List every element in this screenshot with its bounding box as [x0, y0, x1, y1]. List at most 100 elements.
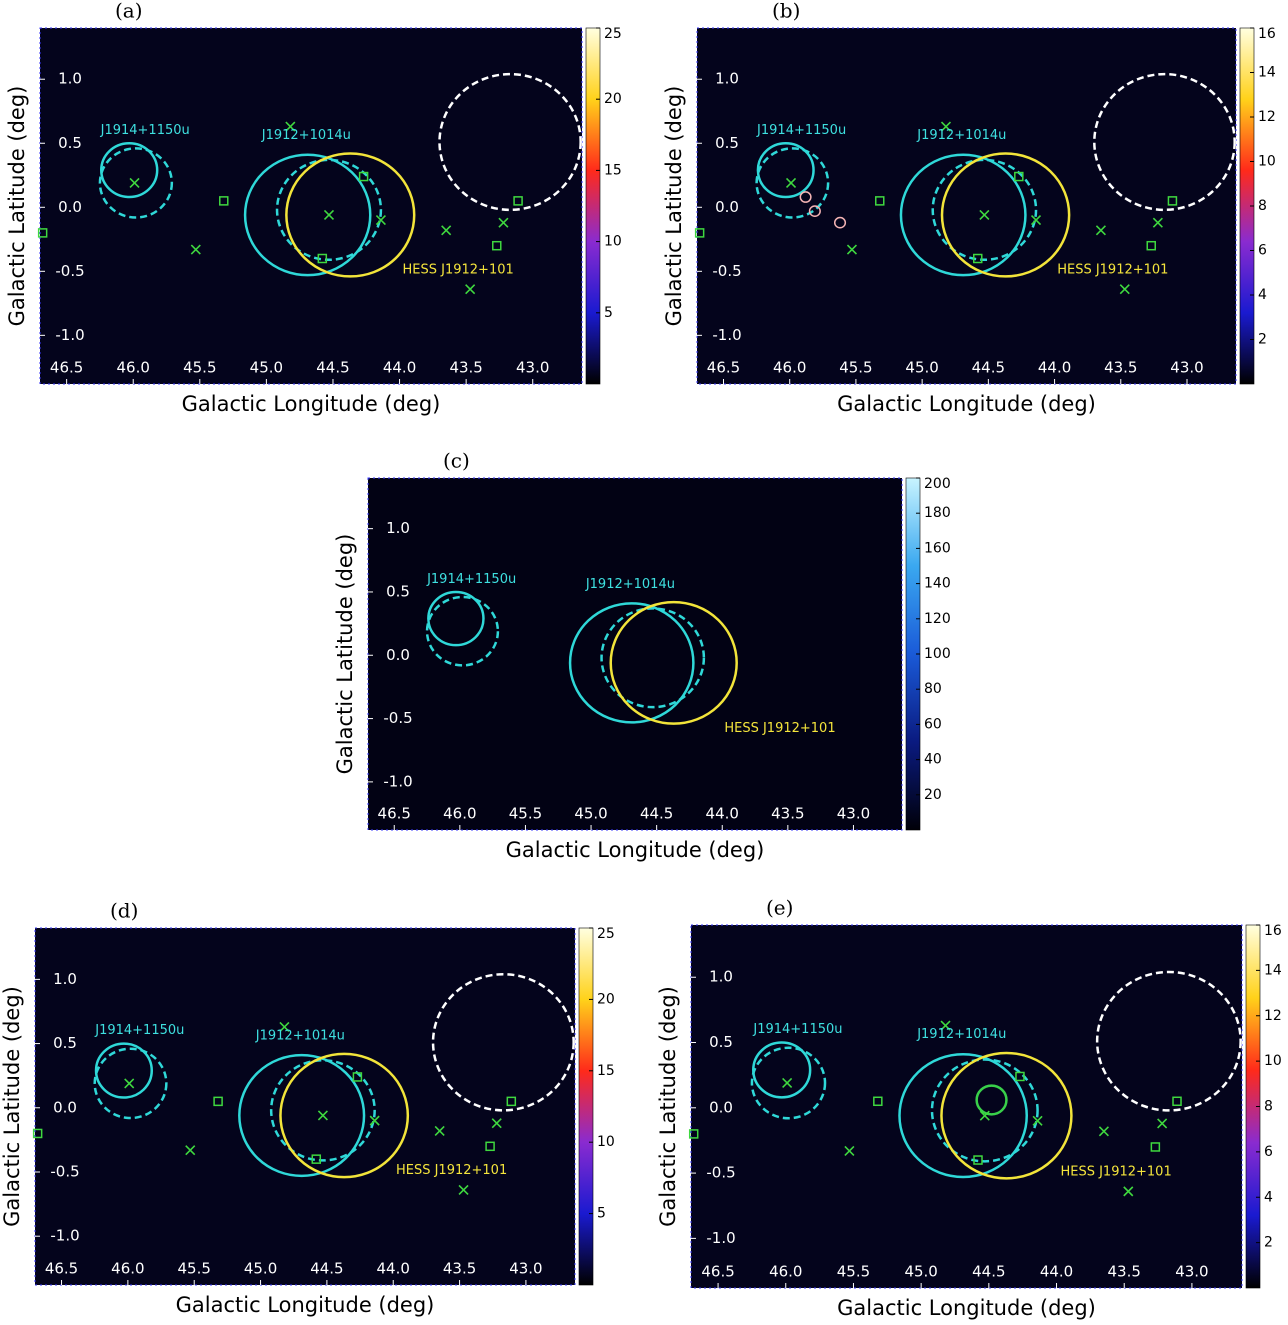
cross-marker: [375, 215, 386, 226]
square-marker: [358, 171, 369, 182]
colorbar-tick-label: 4: [1258, 287, 1267, 303]
cross-marker: [369, 1115, 380, 1126]
square-marker: [317, 253, 328, 264]
square-marker: [973, 1155, 983, 1165]
x-tick-label: 44.5: [316, 359, 349, 377]
y-tick-label: -0.5: [55, 262, 84, 280]
square-marker: [506, 1096, 517, 1107]
x-tick-label: 44.0: [1040, 1263, 1073, 1281]
colorbar-tick-label: 20: [924, 787, 942, 803]
region-circle: [833, 216, 847, 229]
x-tick-label: 43.0: [837, 805, 870, 823]
square-marker: [973, 253, 983, 264]
cross-marker: [785, 177, 797, 189]
x-tick-label: 45.0: [244, 1260, 277, 1278]
y-axis-label: Galactic Latitude (deg): [662, 86, 686, 327]
square-marker: [352, 1072, 363, 1082]
square-marker: [37, 228, 48, 238]
annotation: J1914+1150u: [756, 123, 846, 138]
colorbar-tick-label: 10: [1258, 154, 1276, 170]
region-circle: [275, 158, 383, 262]
y-tick-label: 0.0: [709, 1098, 733, 1116]
y-tick-label: 1.0: [58, 70, 82, 88]
cross-marker: [1152, 217, 1163, 228]
y-tick-label: 0.0: [715, 198, 739, 216]
x-tick-label: 44.0: [383, 359, 416, 377]
x-tick-label: 43.5: [1104, 359, 1137, 377]
colorbar-tick-label: 10: [1264, 1053, 1282, 1069]
y-tick-label: 1.0: [53, 970, 77, 988]
x-tick-label: 46.0: [111, 1260, 144, 1278]
square-marker: [1150, 1142, 1161, 1152]
colorbar-tick-label: 16: [1258, 26, 1276, 42]
y-tick-label: 1.0: [386, 519, 410, 537]
colorbar-tick-label: 5: [604, 305, 613, 321]
colorbar-tick-label: 8: [1264, 1099, 1273, 1115]
square-marker: [513, 196, 523, 206]
region-circle: [755, 147, 830, 219]
y-tick-label: -1.0: [55, 326, 84, 344]
y-tick-label: 0.0: [386, 646, 410, 664]
cross-marker: [434, 1125, 445, 1136]
colorbar-tick-label: 15: [597, 1063, 615, 1079]
region-circle: [750, 1046, 827, 1120]
colorbar-tick-label: 14: [1264, 962, 1282, 978]
y-tick-label: -0.5: [383, 709, 412, 727]
colorbar-tick-label: 6: [1264, 1144, 1273, 1160]
region-circle: [898, 1053, 1028, 1179]
x-tick-label: 44.0: [706, 805, 739, 823]
panel-label: (c): [443, 449, 470, 473]
region-circle: [438, 72, 582, 212]
x-tick-label: 46.0: [117, 359, 150, 377]
x-tick-label: 44.5: [972, 359, 1005, 377]
x-tick-label: 45.5: [509, 805, 542, 823]
x-tick-label: 46.0: [769, 1263, 802, 1281]
x-tick-label: 43.0: [509, 1260, 542, 1278]
region-circle: [931, 158, 1038, 262]
cross-marker: [1098, 1126, 1109, 1137]
annotation: J1912+1014u: [585, 577, 675, 592]
x-tick-label: 43.5: [443, 1260, 476, 1278]
x-tick-label: 44.0: [1038, 359, 1071, 377]
region-circle: [975, 1084, 1008, 1116]
x-axis-label: Galactic Longitude (deg): [182, 392, 441, 416]
cross-marker: [1123, 1186, 1134, 1197]
x-tick-label: 44.5: [972, 1263, 1005, 1281]
square-marker: [1167, 196, 1178, 206]
y-tick-label: 1.0: [715, 70, 739, 88]
colorbar-tick-label: 25: [604, 26, 622, 42]
colorbar-tick-label: 2: [1258, 332, 1267, 348]
colorbar-tick-label: 6: [1258, 243, 1267, 259]
annotation: J1912+1014u: [261, 128, 351, 143]
square-marker: [875, 196, 885, 206]
square-marker: [1015, 1071, 1025, 1082]
x-tick-label: 43.5: [771, 805, 804, 823]
square-marker: [688, 1129, 699, 1139]
cross-marker: [940, 1020, 951, 1031]
region-circle: [930, 1058, 1039, 1163]
x-tick-label: 46.5: [50, 359, 83, 377]
region-circle: [600, 607, 706, 709]
annotation: J1912+1014u: [916, 128, 1006, 143]
annotation: J1912+1014u: [255, 1028, 345, 1043]
colorbar-tick-label: 200: [924, 476, 951, 492]
annotation: HESS J1912+101: [1057, 263, 1168, 278]
colorbar-tick-label: 8: [1258, 198, 1267, 214]
y-tick-label: 1.0: [709, 968, 733, 986]
annotation: J1914+1150u: [100, 123, 190, 138]
y-axis-label: Galactic Latitude (deg): [656, 986, 680, 1227]
y-tick-label: -1.0: [706, 1229, 735, 1247]
colorbar-tick-label: 12: [1264, 1008, 1282, 1024]
panel-label: (a): [115, 0, 143, 23]
square-marker: [492, 240, 502, 251]
colorbar-tick-label: 120: [924, 611, 951, 627]
map-background: [696, 27, 1237, 385]
x-tick-label: 44.0: [377, 1260, 410, 1278]
colorbar-tick-label: 60: [924, 716, 942, 732]
annotation: HESS J1912+101: [396, 1163, 507, 1178]
x-tick-label: 45.0: [905, 359, 938, 377]
colorbar-tick-label: 100: [924, 646, 951, 662]
y-tick-label: -0.5: [706, 1164, 735, 1182]
colorbar-tick-label: 140: [924, 576, 951, 592]
y-tick-label: -0.5: [712, 262, 741, 280]
